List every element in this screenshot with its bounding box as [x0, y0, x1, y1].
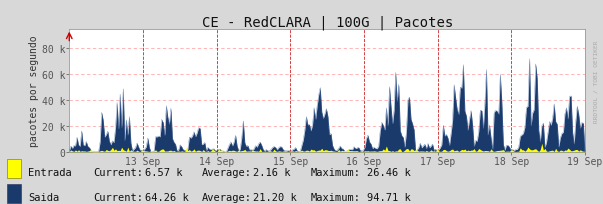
Text: Saida: Saida: [28, 192, 60, 202]
FancyBboxPatch shape: [7, 159, 21, 178]
Text: 64.26 k: 64.26 k: [145, 192, 189, 202]
Text: Average:: Average:: [202, 192, 252, 202]
Text: Average:: Average:: [202, 167, 252, 177]
Y-axis label: pacotes por segundo: pacotes por segundo: [29, 35, 39, 146]
Text: Entrada: Entrada: [28, 167, 72, 177]
Text: Maximum:: Maximum:: [311, 167, 361, 177]
Text: 2.16 k: 2.16 k: [253, 167, 291, 177]
Text: Maximum:: Maximum:: [311, 192, 361, 202]
Text: 26.46 k: 26.46 k: [367, 167, 411, 177]
Text: Current:: Current:: [93, 192, 144, 202]
FancyBboxPatch shape: [7, 184, 21, 203]
Text: 21.20 k: 21.20 k: [253, 192, 297, 202]
Text: RRDTOOL / TOBI OETIKER: RRDTOOL / TOBI OETIKER: [594, 41, 599, 123]
Text: 94.71 k: 94.71 k: [367, 192, 411, 202]
Text: 6.57 k: 6.57 k: [145, 167, 182, 177]
Text: Current:: Current:: [93, 167, 144, 177]
Title: CE - RedCLARA | 100G | Pacotes: CE - RedCLARA | 100G | Pacotes: [201, 15, 453, 30]
